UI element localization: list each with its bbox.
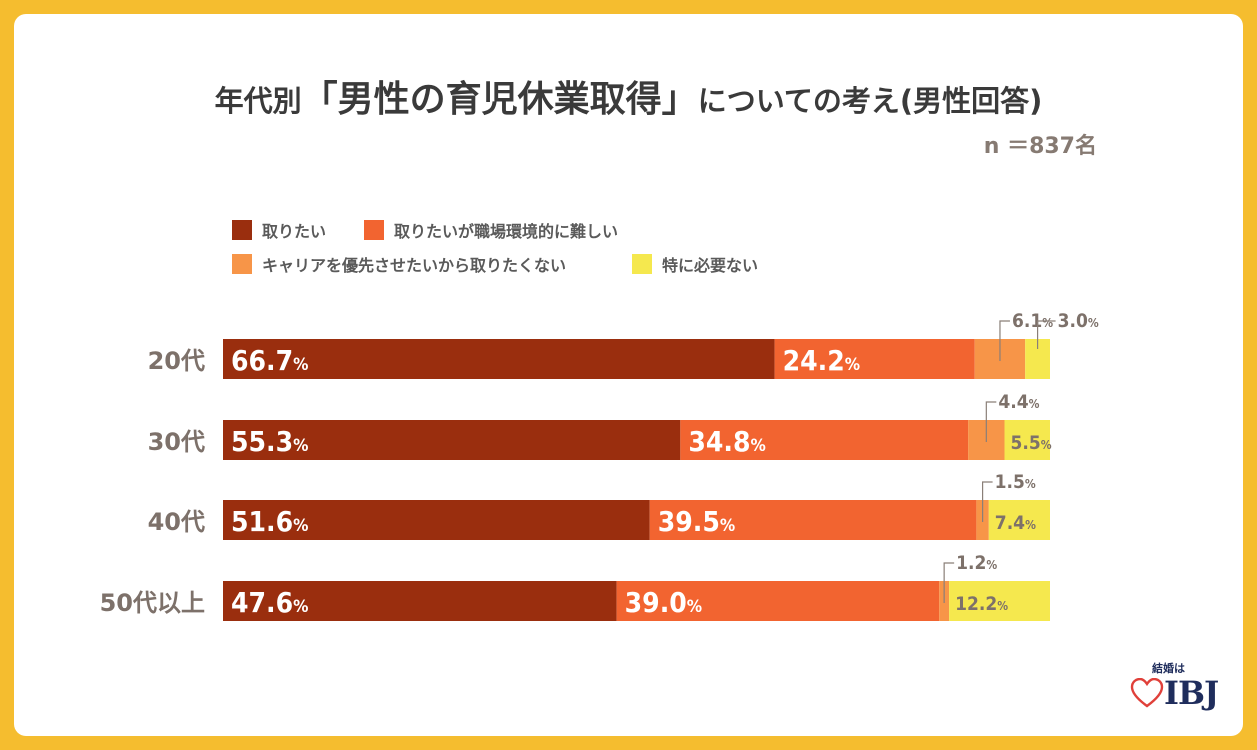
value-label-3-1: 51.6% bbox=[231, 505, 308, 538]
ibj-logo: 結婚は IBJ bbox=[1130, 660, 1220, 720]
legend-item-4: 特に必要ない bbox=[632, 252, 758, 276]
value-label-4-4: 12.2% bbox=[955, 593, 1008, 615]
value-label-3-4: 7.4% bbox=[995, 512, 1036, 534]
category-label-2: 30代 bbox=[148, 428, 205, 456]
bar-3-series-4 bbox=[988, 500, 1050, 540]
callout-line-3 bbox=[981, 481, 993, 522]
bar-3-series-1 bbox=[223, 500, 650, 540]
legend-label-4: 特に必要ない bbox=[662, 256, 759, 275]
chart-title: 年代別「男性の育児休業取得」についての考え(男性回答) bbox=[0, 70, 1257, 122]
value-label-2-1: 55.3% bbox=[231, 425, 308, 458]
legend-swatch-2 bbox=[364, 220, 384, 240]
legend-swatch-1 bbox=[232, 220, 252, 240]
bar-3-series-2 bbox=[649, 500, 977, 540]
value-label-2-3: 4.4% bbox=[998, 391, 1039, 413]
callout-line-1 bbox=[999, 320, 1010, 361]
title-main: 「男性の育児休業取得」 bbox=[301, 79, 698, 120]
value-label-1-2: 24.2% bbox=[783, 344, 860, 377]
bar-4-series-1 bbox=[223, 581, 617, 621]
bar-4-series-2 bbox=[616, 581, 940, 621]
value-label-1-4: 3.0% bbox=[1058, 310, 1099, 332]
legend-label-1: 取りたい bbox=[262, 222, 327, 241]
bar-1-series-1 bbox=[223, 339, 775, 379]
category-label-4: 50代以上 bbox=[100, 589, 205, 617]
category-label-1: 20代 bbox=[148, 347, 205, 375]
bar-2-series-2 bbox=[680, 420, 969, 460]
value-label-4-3: 1.2% bbox=[956, 552, 997, 574]
legend-swatch-3 bbox=[232, 254, 252, 274]
logo-tagline: 結婚は bbox=[1152, 662, 1185, 675]
sample-size: n ＝837名 bbox=[983, 134, 1097, 159]
title-prefix: 年代別 bbox=[214, 84, 302, 118]
value-label-4-1: 47.6% bbox=[231, 586, 308, 619]
logo-brand: IBJ bbox=[1164, 674, 1219, 712]
callout-line-2 bbox=[985, 401, 997, 442]
bar-2-series-4 bbox=[1004, 420, 1050, 460]
legend-item-2: 取りたいが職場環境的に難しい bbox=[364, 218, 618, 242]
value-label-4-2: 39.0% bbox=[625, 586, 702, 619]
value-label-1-3: 6.1% bbox=[1012, 310, 1053, 332]
bar-2-series-1 bbox=[223, 420, 681, 460]
category-label-3: 40代 bbox=[148, 508, 205, 536]
legend-item-3: キャリアを優先させたいから取りたくない bbox=[232, 252, 566, 276]
callout-line-4-1 bbox=[1036, 320, 1056, 349]
callout-line-4 bbox=[943, 562, 955, 603]
value-label-3-2: 39.5% bbox=[658, 505, 735, 538]
legend-item-1: 取りたい bbox=[232, 218, 326, 242]
bar-4-series-4 bbox=[949, 581, 1050, 621]
heart-icon bbox=[1130, 678, 1164, 708]
value-label-2-2: 34.8% bbox=[688, 425, 765, 458]
value-label-1-1: 66.7% bbox=[231, 344, 308, 377]
bar-1-series-2 bbox=[774, 339, 975, 379]
value-label-3-3: 1.5% bbox=[995, 471, 1036, 493]
legend-swatch-4 bbox=[632, 254, 652, 274]
legend-label-3: キャリアを優先させたいから取りたくない bbox=[262, 256, 567, 275]
title-suffix: についての考え(男性回答) bbox=[697, 84, 1043, 118]
value-label-2-4: 5.5% bbox=[1011, 432, 1052, 454]
legend-label-2: 取りたいが職場環境的に難しい bbox=[394, 222, 619, 241]
